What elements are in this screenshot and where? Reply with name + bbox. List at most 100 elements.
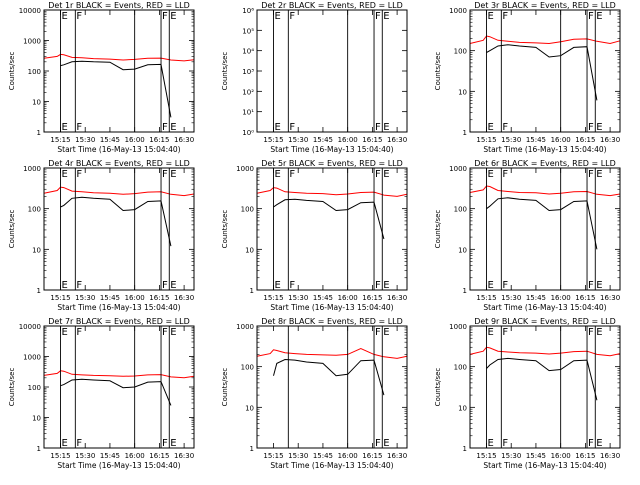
marker-label: E (383, 169, 389, 180)
y-tick-label: 10⁰ (242, 129, 254, 137)
y-tick-label: 1000 (236, 165, 254, 173)
marker-label: F (375, 438, 381, 449)
y-tick-label: 100 (454, 364, 467, 372)
lld-line (256, 187, 408, 197)
marker-label: F (162, 327, 168, 338)
y-tick-label: 1 (250, 287, 254, 295)
panel: Det 9r BLACK = Events, RED = LLD Counts/s… (434, 317, 621, 470)
x-tick-label: 15:45 (313, 136, 333, 144)
y-tick-label: 100 (28, 206, 41, 214)
x-tick-label: 16:15 (149, 136, 169, 144)
marker-label: E (383, 280, 389, 291)
y-tick-label: 10 (32, 99, 41, 107)
panel-title: Det 1r BLACK = Events, RED = LLD (48, 1, 190, 10)
marker-label: F (502, 169, 508, 180)
lld-line (43, 53, 195, 62)
events-line (60, 60, 172, 118)
y-tick-label: 1000 (23, 165, 41, 173)
marker-label: F (502, 280, 508, 291)
plot-frame (256, 9, 408, 133)
x-axis-label: Start Time (16-May-13 15:04:40) (483, 461, 606, 470)
panel-title: Det 4r BLACK = Events, RED = LLD (48, 159, 190, 168)
marker-label: E (61, 122, 67, 133)
x-tick-label: 15:30 (501, 452, 521, 460)
panel-title: Det 2r BLACK = Events, RED = LLD (261, 1, 403, 10)
panel: Det 6r BLACK = Events, RED = LLD Counts/s… (434, 159, 621, 312)
y-tick-label: 100 (454, 206, 467, 214)
marker-label: E (487, 169, 493, 180)
marker-label: E (596, 169, 602, 180)
x-tick-label: 16:00 (338, 294, 358, 302)
y-axis-label: Counts/sec (221, 368, 229, 407)
x-tick-label: 16:00 (551, 294, 571, 302)
y-axis-label: Counts/sec (8, 52, 16, 91)
x-tick-label: 15:30 (501, 136, 521, 144)
panel: Det 3r BLACK = Events, RED = LLD Counts/s… (434, 1, 621, 154)
marker-label: E (274, 122, 280, 133)
marker-label: E (487, 122, 493, 133)
x-axis-label: Start Time (16-May-13 15:04:40) (270, 461, 393, 470)
plot-frame (43, 9, 195, 133)
y-tick-label: 10 (32, 246, 41, 254)
marker-label: E (596, 280, 602, 291)
marker-label: F (289, 122, 295, 133)
y-tick-label: 10⁵ (242, 27, 254, 35)
y-axis-label: Counts/sec (8, 210, 16, 249)
y-tick-label: 10¹ (242, 109, 254, 117)
marker-label: F (502, 327, 508, 338)
y-tick-label: 10 (458, 88, 467, 96)
plot-frame (256, 325, 408, 449)
marker-label: E (274, 169, 280, 180)
marker-label: E (596, 11, 602, 22)
panel-title: Det 6r BLACK = Events, RED = LLD (474, 159, 616, 168)
y-tick-label: 1 (463, 445, 467, 453)
x-tick-label: 16:15 (362, 452, 382, 460)
y-tick-label: 100 (241, 364, 254, 372)
panel-title: Det 3r BLACK = Events, RED = LLD (474, 1, 616, 10)
marker-label: E (170, 122, 176, 133)
x-tick-label: 16:30 (600, 136, 620, 144)
x-tick-label: 16:30 (600, 452, 620, 460)
marker-label: E (170, 280, 176, 291)
y-tick-label: 10² (242, 88, 254, 96)
events-line (486, 44, 598, 101)
x-tick-label: 16:00 (551, 452, 571, 460)
x-tick-label: 15:15 (263, 294, 283, 302)
panel-title: Det 5r BLACK = Events, RED = LLD (261, 159, 403, 168)
events-line (273, 358, 385, 396)
marker-label: F (162, 280, 168, 291)
x-tick-label: 15:30 (75, 452, 95, 460)
marker-label: E (170, 438, 176, 449)
events-line (60, 196, 172, 247)
x-tick-label: 16:30 (387, 294, 407, 302)
x-tick-label: 15:45 (313, 452, 333, 460)
x-tick-label: 16:00 (551, 136, 571, 144)
panel: Det 2r BLACK = Events, RED = LLD Counts/s… (221, 1, 408, 154)
y-tick-label: 10⁶ (242, 7, 254, 15)
x-tick-label: 16:30 (174, 294, 194, 302)
marker-label: F (588, 11, 594, 22)
plot-frame (43, 325, 195, 449)
y-tick-label: 10 (245, 404, 254, 412)
x-tick-label: 16:00 (125, 294, 145, 302)
plot-frame (469, 167, 621, 291)
x-axis-label: Start Time (16-May-13 15:04:40) (270, 303, 393, 312)
marker-label: E (487, 438, 493, 449)
x-tick-label: 15:30 (75, 136, 95, 144)
x-tick-label: 15:15 (476, 136, 496, 144)
y-axis-label: Counts/sec (221, 52, 229, 91)
marker-label: F (289, 280, 295, 291)
marker-label: E (383, 122, 389, 133)
x-tick-label: 16:00 (338, 136, 358, 144)
marker-label: E (383, 438, 389, 449)
x-tick-label: 16:30 (174, 452, 194, 460)
marker-label: E (383, 11, 389, 22)
panel-title: Det 7r BLACK = Events, RED = LLD (48, 317, 190, 326)
marker-label: F (375, 280, 381, 291)
marker-label: E (170, 169, 176, 180)
marker-label: F (375, 11, 381, 22)
marker-label: E (383, 327, 389, 338)
marker-label: E (274, 280, 280, 291)
x-axis-label: Start Time (16-May-13 15:04:40) (57, 145, 180, 154)
